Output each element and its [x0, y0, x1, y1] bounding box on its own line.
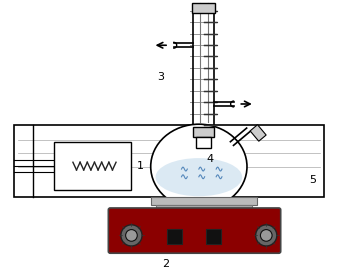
Text: 1: 1 — [137, 161, 144, 171]
Text: 2: 2 — [162, 259, 169, 269]
Bar — [14, 125, 324, 197]
Bar — [196, 137, 211, 148]
Ellipse shape — [194, 204, 204, 208]
Bar — [54, 143, 131, 190]
Ellipse shape — [155, 158, 242, 196]
Bar — [192, 3, 215, 13]
Text: 5: 5 — [309, 175, 316, 185]
Bar — [206, 229, 221, 244]
Circle shape — [260, 229, 272, 241]
Text: 3: 3 — [157, 72, 164, 82]
Text: 4: 4 — [207, 154, 214, 164]
Ellipse shape — [151, 124, 247, 209]
Circle shape — [126, 229, 137, 241]
Circle shape — [121, 225, 142, 246]
Bar — [155, 205, 252, 211]
Bar — [167, 229, 183, 244]
Bar — [193, 127, 214, 137]
FancyBboxPatch shape — [108, 208, 281, 253]
Circle shape — [256, 225, 277, 246]
Bar — [250, 125, 266, 141]
Bar — [151, 197, 257, 205]
